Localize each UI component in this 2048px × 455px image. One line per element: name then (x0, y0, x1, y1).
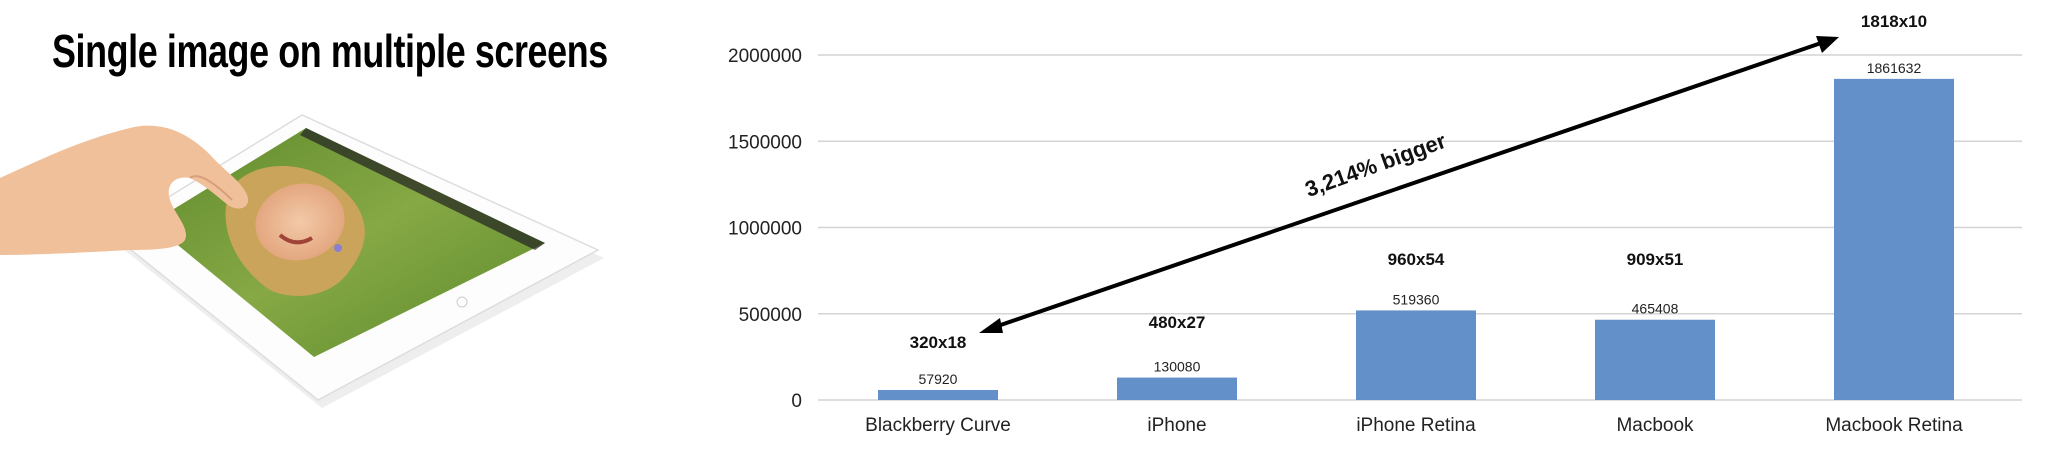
bar (1117, 377, 1237, 400)
category-label: iPhone Retina (1356, 415, 1476, 436)
bar (878, 390, 998, 400)
category-label: Blackberry Curve (865, 415, 1011, 436)
hand (0, 125, 249, 255)
category-label: Macbook (1616, 415, 1694, 436)
growth-arrow (979, 36, 1839, 333)
bars (878, 78, 1954, 401)
value-label: 465408 (1632, 301, 1679, 317)
value-label: 130080 (1154, 359, 1201, 375)
data-labels: 57920 320x18 130080 480x27 519360 960x54 46540… (910, 12, 1927, 387)
y-tick-label: 500000 (739, 305, 802, 326)
category-label: iPhone (1147, 415, 1206, 436)
bar (1356, 310, 1476, 400)
category-label: Macbook Retina (1825, 415, 1963, 436)
resolution-label: 320x18 (910, 333, 967, 352)
bar (1834, 78, 1954, 401)
x-axis-labels: Blackberry Curve iPhone iPhone Retina Macbo… (865, 415, 1963, 436)
slide-title: Single image on multiple screens (52, 25, 608, 77)
y-tick-label: 0 (791, 391, 802, 412)
y-tick-label: 1500000 (728, 132, 802, 153)
resolution-label: 1818x10 (1861, 12, 1927, 31)
y-axis-ticks: 0 500000 1000000 1500000 2000000 (728, 46, 802, 412)
value-label: 57920 (919, 371, 958, 387)
resolution-label: 480x27 (1149, 313, 1206, 332)
girl-face (255, 183, 345, 261)
ipad-photo (0, 114, 604, 408)
value-label: 1861632 (1867, 60, 1922, 76)
value-label: 519360 (1393, 291, 1440, 307)
y-tick-label: 1000000 (728, 219, 802, 240)
growth-annotation: 3,214% bigger (1302, 128, 1450, 202)
y-tick-label: 2000000 (728, 46, 802, 67)
resolution-label: 909x51 (1627, 250, 1684, 269)
home-button (456, 296, 468, 308)
bar (1595, 319, 1715, 400)
resolution-label: 960x54 (1388, 250, 1445, 269)
